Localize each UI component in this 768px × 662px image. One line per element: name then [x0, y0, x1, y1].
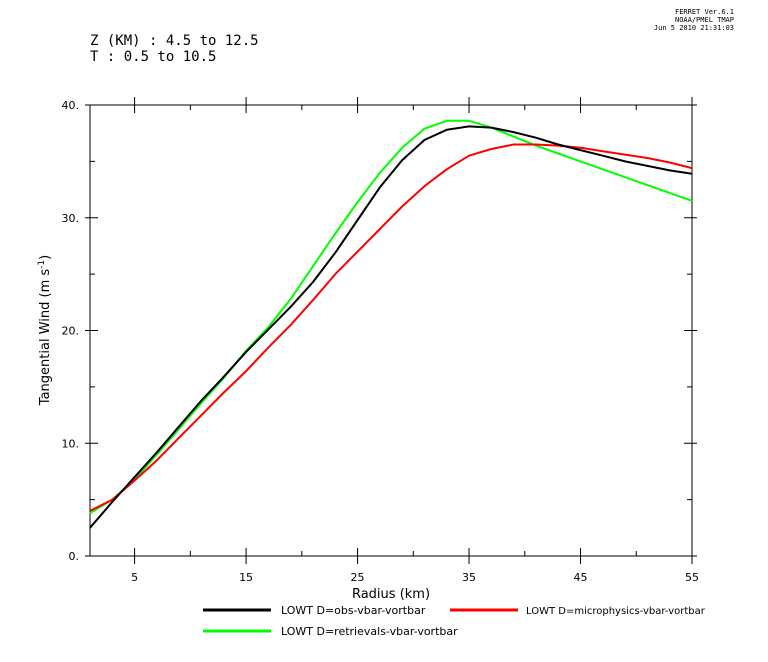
x-tick-label: 55	[685, 571, 699, 584]
y-tick-label: 40.	[62, 99, 80, 112]
ferret-org-stamp: NOAA/PMEL TMAP	[675, 16, 734, 24]
axis-ticks	[85, 97, 697, 564]
ferret-date-stamp: Jun 5 2010 21:31:03	[654, 24, 734, 32]
y-axis-label-main: Tangential Wind (m s	[38, 269, 53, 407]
y-tick-label: 10.	[62, 437, 80, 450]
axis-tick-labels: 5 15 25 35 45 55 0. 10. 20. 30. 40.	[62, 99, 700, 584]
y-tick-label: 30.	[62, 212, 80, 225]
series-line-microphysics	[89, 143, 693, 512]
y-tick-label: 20.	[62, 325, 80, 338]
series-lines	[89, 119, 693, 529]
x-axis-label: Radius (km)	[352, 587, 430, 602]
y-axis-label: Tangential Wind (m s-1)	[37, 255, 53, 406]
y-tick-label: 0.	[69, 550, 80, 563]
legend-label-microphysics: LOWT D=microphysics-vbar-vortbar	[526, 606, 706, 617]
ferret-version-stamp: FERRET Ver.6.1	[675, 8, 734, 16]
series-line-obs	[89, 125, 693, 529]
legend-label-obs: LOWT D=obs-vbar-vortbar	[281, 604, 426, 617]
legend: LOWT D=obs-vbar-vortbar LOWT D=microphys…	[203, 604, 706, 638]
x-tick-label: 35	[462, 571, 476, 584]
subtitle-t-range: T : 0.5 to 10.5	[90, 49, 216, 65]
subtitle-z-range: Z (KM) : 4.5 to 12.5	[90, 33, 259, 49]
series-line-retrievals	[89, 119, 693, 515]
x-tick-label: 45	[574, 571, 588, 584]
x-tick-label: 5	[131, 571, 138, 584]
x-tick-label: 25	[351, 571, 365, 584]
y-axis-label-superscript: -1	[37, 260, 47, 269]
x-tick-label: 15	[239, 571, 253, 584]
legend-label-retrievals: LOWT D=retrievals-vbar-vortbar	[281, 625, 458, 638]
y-axis-label-close: )	[38, 255, 53, 260]
